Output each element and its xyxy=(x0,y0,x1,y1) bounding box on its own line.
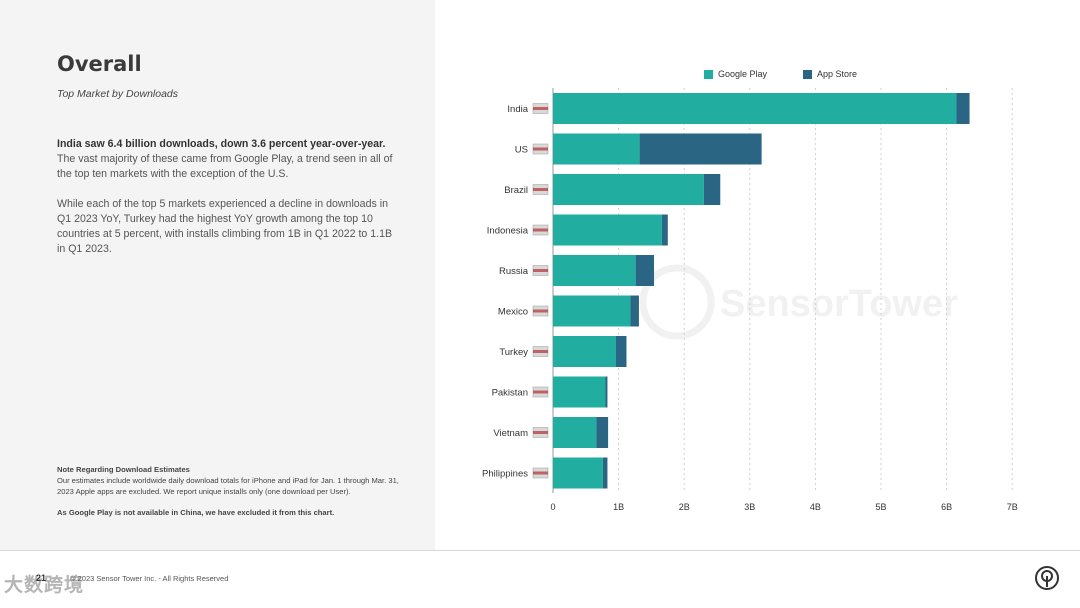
legend-google-play-label: Google Play xyxy=(718,69,768,79)
category-label: Mexico xyxy=(498,307,528,318)
bar-us-app-store xyxy=(639,133,762,165)
bar-russia-google-play xyxy=(553,255,636,286)
bar-indonesia-google-play xyxy=(553,214,662,246)
watermark-logo-icon xyxy=(639,264,715,340)
note-body: Our estimates include worldwide daily do… xyxy=(57,476,399,496)
page-subtitle: Top Market by Downloads xyxy=(57,88,179,100)
x-tick-label: 5B xyxy=(875,502,886,512)
note-title: Note Regarding Download Estimates xyxy=(57,465,190,474)
category-label: Indonesia xyxy=(487,226,529,237)
x-tick-label: 3B xyxy=(744,502,755,512)
flag-icon xyxy=(532,184,549,195)
watermark-brand-text: SensorTower xyxy=(720,283,958,325)
bar-vietnam-google-play xyxy=(553,417,597,448)
bar-brazil-app-store xyxy=(703,174,721,205)
paragraph-india-rest: The vast majority of these came from Goo… xyxy=(57,153,393,180)
x-tick-label: 4B xyxy=(810,502,821,512)
x-tick-label: 0 xyxy=(550,502,555,512)
legend-google-play-swatch xyxy=(704,69,713,79)
x-tick-label: 1B xyxy=(613,502,624,512)
bar-india-google-play xyxy=(553,93,957,124)
category-label: India xyxy=(507,104,528,115)
copyright-text: © 2023 Sensor Tower Inc. - All Rights Re… xyxy=(70,574,229,583)
legend-app-store-swatch xyxy=(803,69,812,79)
bar-brazil-google-play xyxy=(553,174,704,205)
flag-icon xyxy=(532,346,549,357)
flag-icon xyxy=(532,103,549,114)
sensor-tower-logo-icon xyxy=(1035,566,1059,590)
bar-indonesia-app-store xyxy=(661,214,668,246)
legend-google-play: Google Play xyxy=(704,69,767,79)
bar-vietnam-app-store xyxy=(596,417,609,448)
overlay-watermark: 大数跨境 xyxy=(4,575,85,596)
bar-mexico-google-play xyxy=(553,295,631,327)
page-number: 21 xyxy=(36,573,47,583)
x-tick-label: 2B xyxy=(679,502,690,512)
downloads-bar-chart: SensorTower India US Brazil Indonesia Russia… xyxy=(482,88,1018,512)
paragraph-india: India saw 6.4 billion downloads, down 3.… xyxy=(57,137,402,182)
category-label: Brazil xyxy=(504,185,528,196)
flag-icon xyxy=(532,467,549,479)
category-label: Russia xyxy=(499,266,529,277)
category-labels: India US Brazil Indonesia Russia Mexico Turkey… xyxy=(482,103,549,480)
category-label: Vietnam xyxy=(493,428,528,439)
flag-icon xyxy=(532,224,549,236)
category-label: US xyxy=(515,145,528,156)
legend-app-store: App Store xyxy=(803,69,857,79)
flag-icon xyxy=(532,143,549,155)
paragraph-turkey: While each of the top 5 markets experien… xyxy=(57,198,393,255)
left-text-panel xyxy=(0,0,435,550)
x-tick-labels: 0 1B 2B 3B 4B 5B 6B 7B xyxy=(550,502,1017,512)
bar-pakistan-app-store xyxy=(605,376,608,408)
bar-turkey-app-store xyxy=(615,336,627,367)
flag-icon xyxy=(532,265,549,276)
note-china: As Google Play is not available in China… xyxy=(57,508,335,517)
flag-icon xyxy=(532,386,549,398)
category-label: Philippines xyxy=(482,469,528,480)
category-label: Pakistan xyxy=(492,388,528,399)
bar-philippines-google-play xyxy=(553,457,603,489)
bar-mexico-app-store xyxy=(630,295,639,327)
paragraph-india-bold: India saw 6.4 billion downloads, down 3.… xyxy=(57,138,386,150)
category-label: Turkey xyxy=(499,347,528,358)
bar-pakistan-google-play xyxy=(553,376,606,408)
flag-icon xyxy=(532,427,549,438)
legend-app-store-label: App Store xyxy=(817,69,858,79)
bar-russia-app-store xyxy=(635,255,655,286)
x-tick-label: 6B xyxy=(941,502,952,512)
bar-india-app-store xyxy=(956,93,970,124)
page-title: Overall xyxy=(57,52,142,76)
sensor-tower-watermark: SensorTower xyxy=(639,264,958,340)
bar-turkey-google-play xyxy=(553,336,616,367)
flag-icon xyxy=(532,305,549,317)
bar-us-google-play xyxy=(553,133,640,165)
x-tick-label: 7B xyxy=(1007,502,1018,512)
bar-philippines-app-store xyxy=(602,457,608,489)
footer-divider xyxy=(0,550,1080,551)
bars xyxy=(553,93,970,489)
